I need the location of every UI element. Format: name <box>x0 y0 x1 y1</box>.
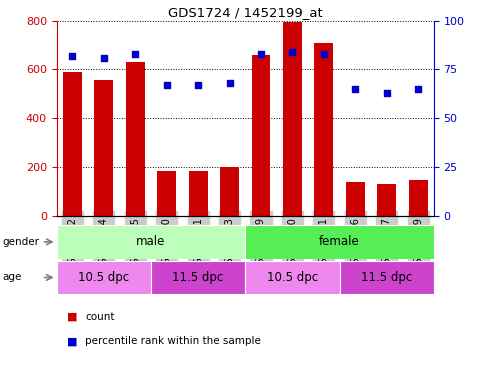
Bar <box>315 43 333 216</box>
Bar <box>346 182 365 216</box>
Bar <box>57 225 245 259</box>
Bar <box>126 62 145 216</box>
Text: male: male <box>136 236 166 248</box>
Bar <box>340 261 434 294</box>
Bar <box>57 261 151 294</box>
Bar <box>245 261 340 294</box>
Text: gender: gender <box>2 237 39 247</box>
Text: female: female <box>319 236 360 248</box>
Text: 10.5 dpc: 10.5 dpc <box>78 271 129 284</box>
Point <box>320 51 328 57</box>
Bar <box>220 167 239 216</box>
Point <box>163 82 171 88</box>
Point <box>226 80 234 86</box>
Bar <box>245 225 434 259</box>
Title: GDS1724 / 1452199_at: GDS1724 / 1452199_at <box>168 6 322 20</box>
Point <box>194 82 202 88</box>
Bar <box>283 22 302 216</box>
Bar <box>63 72 82 216</box>
Text: 11.5 dpc: 11.5 dpc <box>361 271 412 284</box>
Bar <box>151 261 245 294</box>
Text: 11.5 dpc: 11.5 dpc <box>173 271 224 284</box>
Bar <box>189 171 208 216</box>
Text: percentile rank within the sample: percentile rank within the sample <box>85 336 261 346</box>
Point <box>414 86 422 92</box>
Point <box>69 53 76 59</box>
Point <box>288 49 296 55</box>
Text: ■: ■ <box>67 336 77 346</box>
Bar <box>94 80 113 216</box>
Text: count: count <box>85 312 115 322</box>
Point <box>100 55 108 61</box>
Point <box>131 51 139 57</box>
Point <box>352 86 359 92</box>
Bar <box>251 55 270 216</box>
Bar <box>409 180 427 216</box>
Text: ■: ■ <box>67 312 77 322</box>
Point <box>383 90 390 96</box>
Text: 10.5 dpc: 10.5 dpc <box>267 271 318 284</box>
Point <box>257 51 265 57</box>
Bar <box>157 171 176 216</box>
Text: age: age <box>2 273 22 282</box>
Bar <box>377 184 396 216</box>
